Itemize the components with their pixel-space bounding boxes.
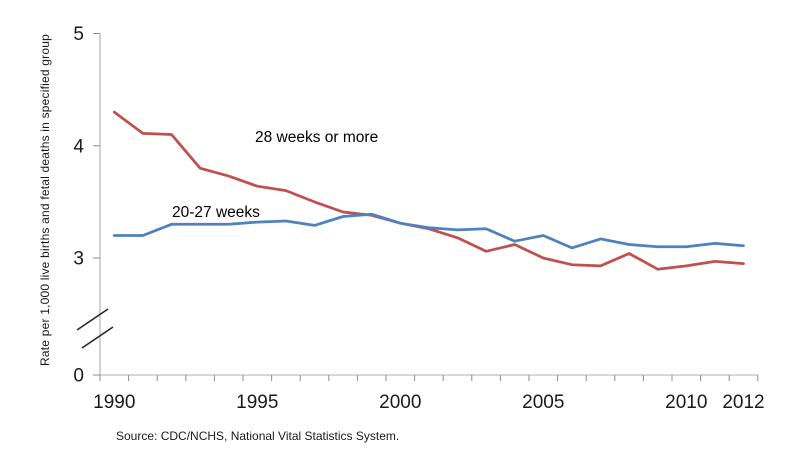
series-lines — [112, 110, 745, 271]
y-tick-label: 0 — [73, 366, 84, 387]
series-line-20-27-weeks — [112, 212, 745, 250]
y-axis-break-marks — [76, 308, 114, 349]
y-axis-tick-labels: 5 4 3 0 — [73, 24, 84, 387]
x-tick-label: 2012 — [722, 392, 764, 413]
x-tick-label: 1995 — [236, 392, 278, 413]
x-axis-tick-labels: 1990 1995 2000 2005 2010 2012 — [93, 392, 764, 413]
x-axis-ticks — [99, 375, 759, 381]
series-label-20-27-weeks: 20-27 weeks — [172, 204, 260, 221]
axis-break-slash — [81, 326, 114, 349]
x-tick-label: 1990 — [93, 392, 135, 413]
x-tick-label: 2000 — [379, 392, 421, 413]
axis-break-slash — [76, 308, 109, 331]
y-tick-label: 5 — [73, 24, 84, 45]
x-tick-label: 2005 — [522, 392, 564, 413]
y-axis-title: Rate per 1,000 live births and fetal dea… — [38, 34, 52, 366]
y-axis-ticks — [93, 33, 100, 376]
series-label-28-weeks-or-more: 28 weeks or more — [255, 129, 378, 146]
source-note: Source: CDC/NCHS, National Vital Statist… — [116, 429, 399, 443]
y-tick-label: 3 — [73, 249, 84, 270]
x-tick-label: 2010 — [665, 392, 707, 413]
y-tick-label: 4 — [73, 136, 84, 157]
